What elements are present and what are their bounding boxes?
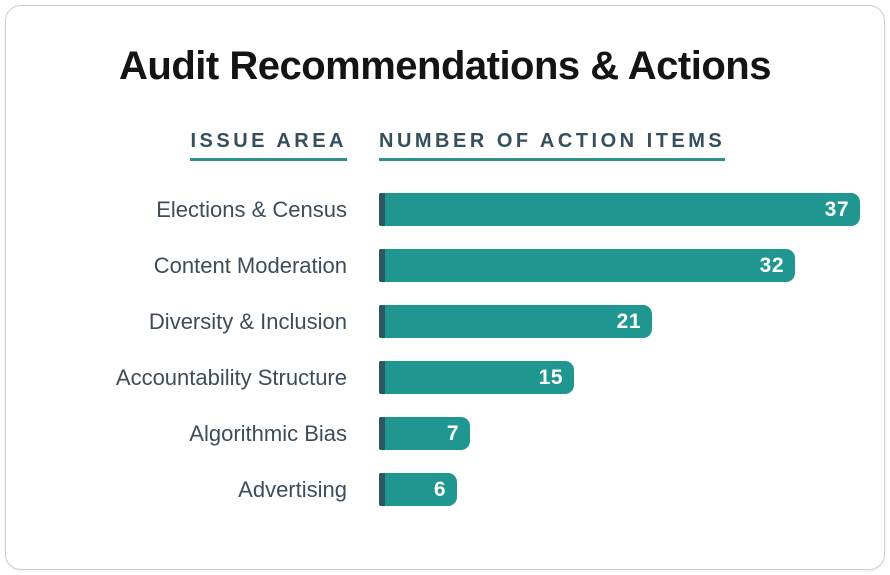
bar-value: 6	[433, 477, 446, 501]
issue-area-column: ISSUE AREA	[41, 130, 347, 161]
action-items-column: NUMBER OF ACTION ITEMS	[379, 130, 726, 161]
bar-accountability-structure: 15	[379, 361, 574, 394]
action-items-header: NUMBER OF ACTION ITEMS	[379, 130, 726, 161]
bar-value: 21	[616, 309, 641, 333]
bar-value: 37	[824, 197, 849, 221]
row-label: Accountability Structure	[115, 365, 347, 390]
row-label: Content Moderation	[153, 253, 347, 278]
row-label: Algorithmic Bias	[189, 421, 347, 446]
bar-row-diversity-inclusion: Diversity & Inclusion 21	[41, 305, 864, 338]
bar-row-algorithmic-bias: Algorithmic Bias 7	[41, 417, 864, 450]
bar-rows: Elections & Census 37 Content Moderation…	[41, 193, 864, 506]
bar-row-accountability-structure: Accountability Structure 15	[41, 361, 864, 394]
bar-elections-census: 37	[379, 193, 860, 226]
bar-value: 7	[446, 421, 459, 445]
row-label: Elections & Census	[156, 197, 347, 222]
issue-area-header: ISSUE AREA	[190, 130, 347, 161]
chart-title: Audit Recommendations & Actions	[119, 44, 771, 88]
bar-advertising: 6	[379, 473, 457, 506]
bar-value: 32	[759, 253, 784, 277]
bar-algorithmic-bias: 7	[379, 417, 470, 450]
bar-row-advertising: Advertising 6	[41, 473, 864, 506]
bar-diversity-inclusion: 21	[379, 305, 652, 338]
row-label: Advertising	[238, 477, 347, 502]
bar-content-moderation: 32	[379, 249, 795, 282]
column-headers: ISSUE AREA NUMBER OF ACTION ITEMS	[41, 130, 864, 161]
chart-card: Audit Recommendations & Actions ISSUE AR…	[5, 5, 885, 570]
bar-row-elections-census: Elections & Census 37	[41, 193, 864, 226]
row-label: Diversity & Inclusion	[148, 309, 347, 334]
bar-row-content-moderation: Content Moderation 32	[41, 249, 864, 282]
bar-chart: ISSUE AREA NUMBER OF ACTION ITEMS Electi…	[41, 130, 864, 506]
bar-value: 15	[538, 365, 563, 389]
